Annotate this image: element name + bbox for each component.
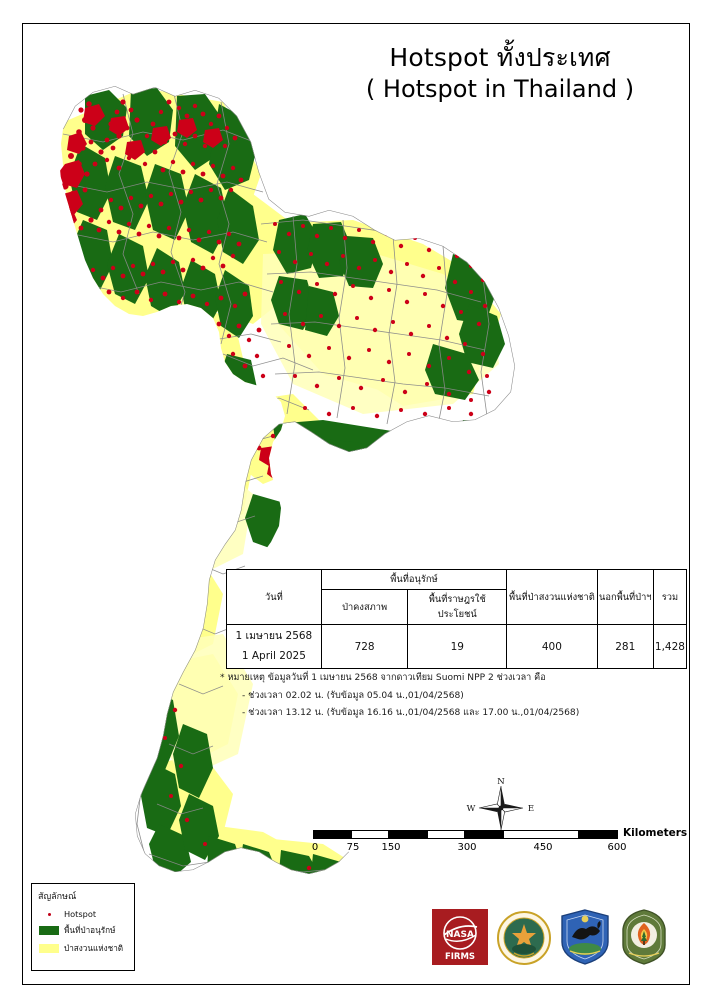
scale-tick-150: 150 (381, 842, 401, 853)
cell-date-thai: 1 เมษายน 2568 (235, 630, 313, 643)
cell-date: 1 เมษายน 2568 1 April 2025 (226, 624, 322, 669)
compass-label-north: N (497, 777, 505, 787)
compass-label-east: E (528, 804, 534, 814)
scale-bar-unit-label: Kilometers (623, 827, 688, 839)
header-national-reserved-forest: พื้นที่ป่าสงวนแห่งชาติ (506, 569, 598, 625)
header-date: วันที่ (226, 569, 322, 625)
conservation-forest-layer (69, 88, 509, 874)
header-forest-intact: ป่าคงสภาพ (320, 589, 409, 625)
footnote-line-3: - ช่วงเวลา 13.12 น. (รับข้อมูล 16.16 น.,… (242, 708, 580, 719)
footnotes: * หมายเหตุ ข้อมูลวันที่ 1 เมษายน 2568 จา… (220, 673, 690, 727)
scale-tick-450: 450 (533, 842, 553, 853)
cell-total: 1,428 (652, 624, 688, 669)
page-title: Hotspot ทั้งประเทศ ( Hotspot in Thailand… (335, 42, 665, 105)
legend-item-conservation-forest: พื้นที่ป่าอนุรักษ์ (38, 924, 128, 937)
table-header-row-1: วันที่ พื้นที่อนุรักษ์ พื้นที่ป่าสงวนแห่… (226, 569, 688, 625)
thai-royal-seal-logo (497, 911, 551, 965)
map-legend: สัญลักษณ์ Hotspot พื้นที่ป่าอนุรักษ์ ป่า… (31, 883, 135, 971)
footnote-line-2: - ช่วงเวลา 02.02 น. (รับข้อมูล 05.04 น.,… (242, 690, 464, 701)
header-total: รวม (652, 569, 688, 625)
legend-label-reserved-forest: ป่าสงวนแห่งชาติ (64, 943, 124, 953)
forest-fire-control-shield-logo (619, 909, 669, 965)
scale-tick-600: 600 (607, 842, 627, 853)
dnp-wildlife-shield-logo (560, 909, 610, 965)
header-outside-forest: นอกพื้นที่ป่าฯ (596, 569, 654, 625)
table-header-row-2: ป่าคงสภาพ พื้นที่ราษฎรใช้ประโยชน์ (227, 589, 687, 625)
table-header: วันที่ พื้นที่อนุรักษ์ พื้นที่ป่าสงวนแห่… (226, 569, 688, 625)
cell-outside-forest: 281 (596, 624, 654, 669)
header-public-use: พื้นที่ราษฎรใช้ประโยชน์ (407, 589, 508, 625)
scale-tick-75: 75 (346, 842, 360, 853)
scale-bar: Kilometers 0 75 150 300 450 600 (311, 827, 687, 862)
cell-date-english: 1 April 2025 (241, 649, 306, 662)
legend-label-conservation-forest: พื้นที่ป่าอนุรักษ์ (64, 925, 116, 935)
agency-logos: NASA FIRMS (432, 909, 669, 965)
thailand-map (23, 24, 691, 986)
legend-item-reserved-forest: ป่าสงวนแห่งชาติ (38, 942, 128, 955)
scale-bar-graphic: Kilometers (313, 827, 687, 839)
green-swatch-icon (38, 926, 60, 935)
cell-national-reserved-forest: 400 (506, 624, 598, 669)
legend-item-hotspot: Hotspot (38, 909, 128, 919)
nasa-firms-label: FIRMS (445, 952, 475, 962)
header-conservation-group: พื้นที่อนุรักษ์ (320, 569, 508, 590)
svg-text:NASA: NASA (446, 930, 474, 940)
cell-forest-intact: 728 (320, 624, 409, 669)
table-row: 1 เมษายน 2568 1 April 2025 728 19 400 28… (226, 624, 688, 669)
compass-rose: N S W E (463, 776, 539, 841)
title-english: ( Hotspot in Thailand ) (365, 75, 635, 103)
scale-tick-0: 0 (311, 842, 319, 853)
legend-title: สัญลักษณ์ (38, 892, 77, 902)
title-thai: Hotspot ทั้งประเทศ (389, 43, 611, 72)
scale-tick-300: 300 (457, 842, 477, 853)
yellow-swatch-icon (38, 944, 60, 953)
cell-public-use: 19 (407, 624, 508, 669)
national-border (62, 86, 515, 874)
compass-label-west: W (467, 804, 476, 814)
legend-label-hotspot: Hotspot (64, 909, 97, 919)
table-body: 1 เมษายน 2568 1 April 2025 728 19 400 28… (226, 624, 688, 669)
map-frame: Hotspot ทั้งประเทศ ( Hotspot in Thailand… (22, 23, 690, 985)
nasa-firms-logo: NASA FIRMS (432, 909, 488, 965)
hotspot-dot-icon (38, 912, 60, 916)
footnote-line-1: * หมายเหตุ ข้อมูลวันที่ 1 เมษายน 2568 จา… (220, 673, 546, 683)
hotspot-summary-table: วันที่ พื้นที่อนุรักษ์ พื้นที่ป่าสงวนแห่… (226, 569, 688, 669)
